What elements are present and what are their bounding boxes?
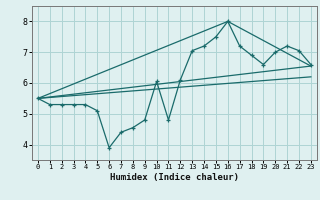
X-axis label: Humidex (Indice chaleur): Humidex (Indice chaleur) — [110, 173, 239, 182]
